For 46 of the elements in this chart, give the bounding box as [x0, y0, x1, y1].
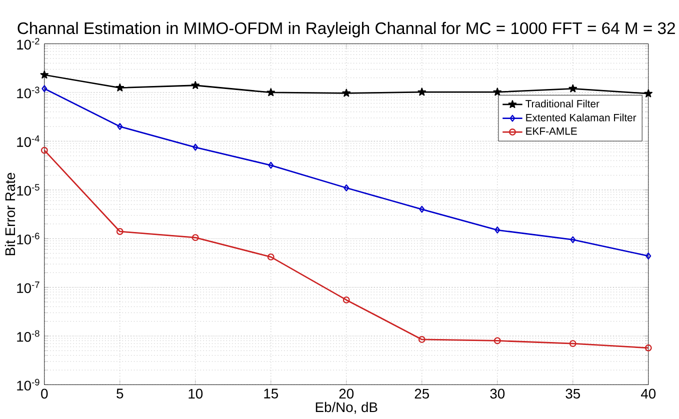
x-tick-label: 20	[339, 388, 354, 398]
y-tick-label: 10$^{-6}$	[17, 232, 40, 244]
y-tick-label: 10$^{-9}$	[17, 378, 40, 390]
y-tick-label: 10$^{-5}$	[17, 184, 40, 196]
y-tick-label: 10$^{-8}$	[17, 330, 40, 342]
x-tick-label: 30	[490, 388, 505, 398]
legend-label: EKF-AMLE	[526, 127, 577, 135]
y-tick-label: 10$^{-7}$	[17, 281, 40, 293]
point	[40, 70, 49, 78]
point	[419, 206, 425, 213]
point	[493, 88, 502, 96]
point	[342, 88, 351, 97]
y-tick-label: 10$^{-2}$	[17, 38, 40, 50]
point	[192, 144, 198, 151]
y-tick-label: 10$^{-3}$	[17, 86, 40, 98]
point	[569, 340, 576, 347]
point	[570, 236, 576, 244]
x-tick-label: 10	[188, 388, 203, 398]
point	[191, 80, 200, 89]
point	[342, 296, 350, 304]
point	[418, 336, 426, 343]
y-tick-label: 10$^{-4}$	[17, 135, 40, 147]
chart-title: Channal Estimation in MIMO-OFDM in Rayleigh Channal for MC = 1000 FFT = 64 M = 32	[18, 22, 675, 38]
legend-label: Traditional Filter	[526, 100, 600, 108]
x-axis-title: Eb/No, dB	[316, 402, 378, 414]
point	[568, 84, 578, 92]
point	[117, 122, 123, 130]
point	[494, 337, 501, 344]
point	[267, 253, 274, 260]
x-tick-label: 35	[566, 388, 580, 398]
point	[192, 234, 199, 241]
x-tick-label: 5	[116, 388, 124, 398]
x-tick-label: 0	[41, 388, 48, 398]
point	[418, 88, 426, 96]
point	[344, 184, 350, 192]
legend-label: Extented Kalaman Filter	[526, 114, 636, 122]
point	[644, 89, 653, 98]
point	[116, 83, 124, 92]
x-tick-label: 40	[640, 388, 656, 398]
point	[116, 228, 124, 235]
point	[494, 226, 500, 234]
y-axis-title: Bit Error Rate	[4, 172, 16, 255]
x-tick-label: 15	[264, 388, 278, 398]
point	[268, 162, 274, 169]
point	[266, 88, 276, 96]
x-tick-label: 25	[414, 388, 430, 398]
